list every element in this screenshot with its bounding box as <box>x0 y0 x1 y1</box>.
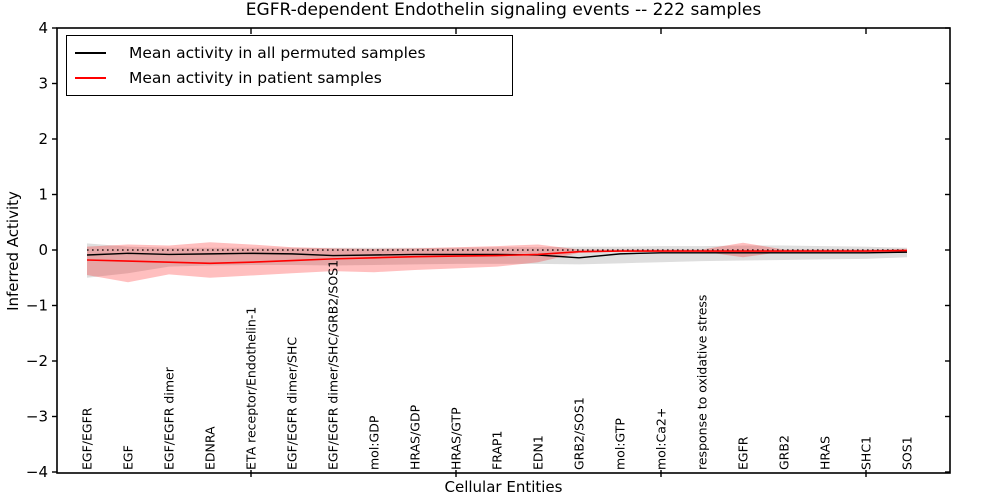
category-label: mol:GDP <box>366 415 381 470</box>
category-label: SOS1 <box>899 436 914 470</box>
category-label: EDN1 <box>530 435 545 470</box>
category-label: EDNRA <box>202 426 217 470</box>
y-tick-label: 2 <box>38 130 48 148</box>
y-tick-label: −1 <box>26 297 48 315</box>
category-label: HRAS <box>817 436 832 470</box>
series-line-mean-activity-in-all-permuted-samples <box>86 251 908 259</box>
permuted-line-swatch <box>75 51 106 54</box>
y-tick-label: 0 <box>38 241 48 259</box>
category-label: HRAS/GDP <box>407 404 422 470</box>
y-tick-label: 1 <box>38 186 48 204</box>
y-axis-label: Inferred Activity <box>4 191 22 311</box>
y-tick-label: 4 <box>38 19 48 37</box>
permuted-samples-std-band <box>87 243 907 278</box>
legend-entry-patient: Mean activity in patient samples <box>67 66 512 90</box>
legend-label-patient: Mean activity in patient samples <box>129 69 382 88</box>
series-line-mean-activity-in-patient-samples <box>86 249 908 265</box>
category-label: EGF/EGFR <box>79 407 94 470</box>
x-axis-label: Cellular Entities <box>444 478 563 496</box>
category-label: EGF/EGFR dimer/SHC/GRB2/SOS1 <box>325 260 340 470</box>
category-label: EGFR <box>735 436 750 470</box>
legend-label-permuted: Mean activity in all permuted samples <box>129 43 426 62</box>
category-label: SHC1 <box>858 436 873 470</box>
chart-title: EGFR-dependent Endothelin signaling even… <box>245 0 762 20</box>
legend-box: Mean activity in all permuted samples Me… <box>66 35 513 96</box>
category-label: ETA receptor/Endothelin-1 <box>243 307 258 470</box>
category-label: HRAS/GTP <box>448 407 463 470</box>
y-tick-label: −3 <box>26 408 48 426</box>
category-label: GRB2 <box>776 435 791 470</box>
category-label: GRB2/SOS1 <box>571 397 586 470</box>
y-tick-label: −4 <box>26 463 48 481</box>
category-label: FRAP1 <box>489 431 504 470</box>
y-tick-label: −2 <box>26 352 48 370</box>
y-tick-label: 3 <box>38 75 48 93</box>
category-label: mol:Ca2+ <box>653 408 668 470</box>
category-label: EGF/EGFR dimer <box>161 366 176 470</box>
legend-entry-permuted: Mean activity in all permuted samples <box>67 41 512 65</box>
category-label: mol:GTP <box>612 418 627 470</box>
category-label: response to oxidative stress <box>694 295 709 470</box>
category-label: EGF <box>120 445 135 470</box>
patient-line-swatch <box>75 77 106 80</box>
category-label: EGF/EGFR dimer/SHC <box>284 337 299 470</box>
patient-samples-std-band <box>87 242 907 283</box>
